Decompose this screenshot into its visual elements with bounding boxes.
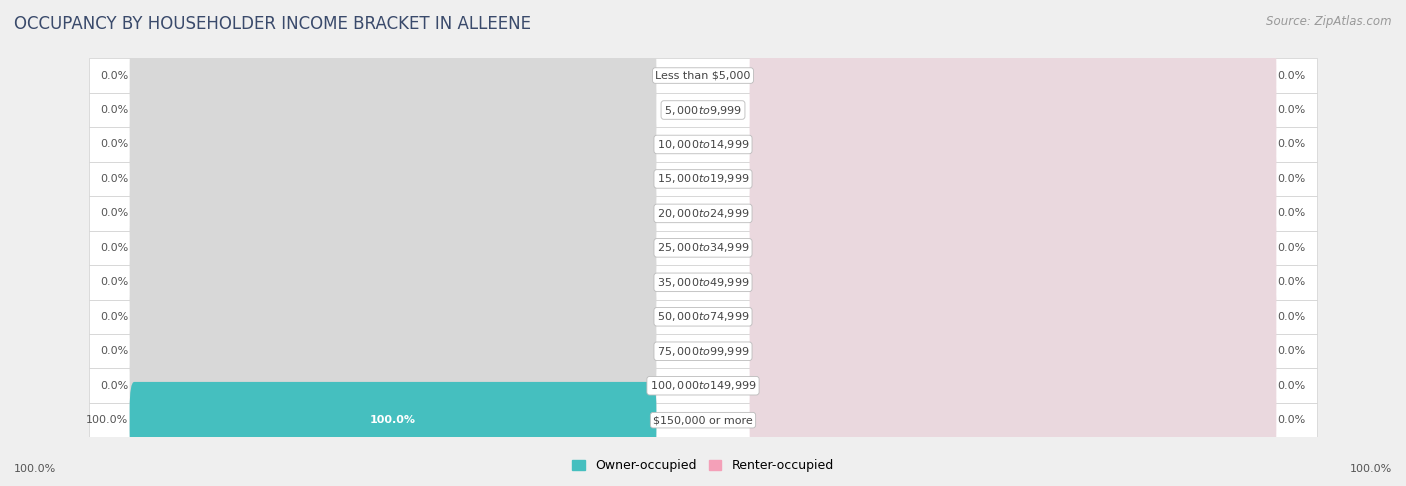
FancyBboxPatch shape xyxy=(749,313,1277,389)
FancyBboxPatch shape xyxy=(129,106,657,183)
Text: 0.0%: 0.0% xyxy=(1278,381,1306,391)
Text: 0.0%: 0.0% xyxy=(1278,139,1306,150)
Text: 100.0%: 100.0% xyxy=(86,415,128,425)
Text: 0.0%: 0.0% xyxy=(1278,278,1306,287)
Text: 0.0%: 0.0% xyxy=(100,70,128,81)
FancyBboxPatch shape xyxy=(749,175,1277,252)
Text: OCCUPANCY BY HOUSEHOLDER INCOME BRACKET IN ALLEENE: OCCUPANCY BY HOUSEHOLDER INCOME BRACKET … xyxy=(14,15,531,33)
FancyBboxPatch shape xyxy=(89,231,1317,265)
FancyBboxPatch shape xyxy=(749,382,1277,458)
FancyBboxPatch shape xyxy=(89,299,1317,334)
Text: 0.0%: 0.0% xyxy=(1278,174,1306,184)
FancyBboxPatch shape xyxy=(129,278,657,355)
Text: 0.0%: 0.0% xyxy=(100,208,128,218)
Text: 0.0%: 0.0% xyxy=(1278,70,1306,81)
Text: 0.0%: 0.0% xyxy=(100,105,128,115)
FancyBboxPatch shape xyxy=(129,347,657,424)
FancyBboxPatch shape xyxy=(749,140,1277,217)
Text: 0.0%: 0.0% xyxy=(100,243,128,253)
FancyBboxPatch shape xyxy=(89,265,1317,299)
FancyBboxPatch shape xyxy=(89,368,1317,403)
FancyBboxPatch shape xyxy=(749,209,1277,286)
Text: 0.0%: 0.0% xyxy=(1278,105,1306,115)
Text: $50,000 to $74,999: $50,000 to $74,999 xyxy=(657,310,749,323)
FancyBboxPatch shape xyxy=(129,382,657,458)
FancyBboxPatch shape xyxy=(129,175,657,252)
FancyBboxPatch shape xyxy=(89,93,1317,127)
Text: 100.0%: 100.0% xyxy=(370,415,416,425)
Text: 100.0%: 100.0% xyxy=(1350,464,1392,474)
Text: 0.0%: 0.0% xyxy=(100,346,128,356)
Legend: Owner-occupied, Renter-occupied: Owner-occupied, Renter-occupied xyxy=(568,454,838,477)
FancyBboxPatch shape xyxy=(89,58,1317,93)
FancyBboxPatch shape xyxy=(89,334,1317,368)
Text: $100,000 to $149,999: $100,000 to $149,999 xyxy=(650,379,756,392)
Text: 0.0%: 0.0% xyxy=(1278,346,1306,356)
Text: Source: ZipAtlas.com: Source: ZipAtlas.com xyxy=(1267,15,1392,28)
FancyBboxPatch shape xyxy=(89,403,1317,437)
Text: 0.0%: 0.0% xyxy=(100,174,128,184)
Text: $15,000 to $19,999: $15,000 to $19,999 xyxy=(657,173,749,186)
FancyBboxPatch shape xyxy=(89,162,1317,196)
Text: 0.0%: 0.0% xyxy=(1278,243,1306,253)
FancyBboxPatch shape xyxy=(749,347,1277,424)
FancyBboxPatch shape xyxy=(129,72,657,148)
FancyBboxPatch shape xyxy=(129,382,657,458)
Text: $150,000 or more: $150,000 or more xyxy=(654,415,752,425)
FancyBboxPatch shape xyxy=(89,127,1317,162)
Text: $10,000 to $14,999: $10,000 to $14,999 xyxy=(657,138,749,151)
Text: $25,000 to $34,999: $25,000 to $34,999 xyxy=(657,242,749,254)
FancyBboxPatch shape xyxy=(749,37,1277,114)
Text: $75,000 to $99,999: $75,000 to $99,999 xyxy=(657,345,749,358)
FancyBboxPatch shape xyxy=(749,278,1277,355)
FancyBboxPatch shape xyxy=(129,37,657,114)
Text: $35,000 to $49,999: $35,000 to $49,999 xyxy=(657,276,749,289)
FancyBboxPatch shape xyxy=(749,106,1277,183)
FancyBboxPatch shape xyxy=(129,209,657,286)
Text: 0.0%: 0.0% xyxy=(1278,208,1306,218)
Text: $20,000 to $24,999: $20,000 to $24,999 xyxy=(657,207,749,220)
Text: 0.0%: 0.0% xyxy=(100,278,128,287)
FancyBboxPatch shape xyxy=(129,140,657,217)
Text: 0.0%: 0.0% xyxy=(1278,415,1306,425)
FancyBboxPatch shape xyxy=(89,196,1317,231)
Text: 0.0%: 0.0% xyxy=(1278,312,1306,322)
FancyBboxPatch shape xyxy=(749,72,1277,148)
FancyBboxPatch shape xyxy=(129,313,657,389)
Text: Less than $5,000: Less than $5,000 xyxy=(655,70,751,81)
Text: $5,000 to $9,999: $5,000 to $9,999 xyxy=(664,104,742,117)
Text: 0.0%: 0.0% xyxy=(100,312,128,322)
FancyBboxPatch shape xyxy=(749,244,1277,321)
Text: 0.0%: 0.0% xyxy=(100,139,128,150)
FancyBboxPatch shape xyxy=(129,244,657,321)
Text: 0.0%: 0.0% xyxy=(100,381,128,391)
Text: 100.0%: 100.0% xyxy=(14,464,56,474)
